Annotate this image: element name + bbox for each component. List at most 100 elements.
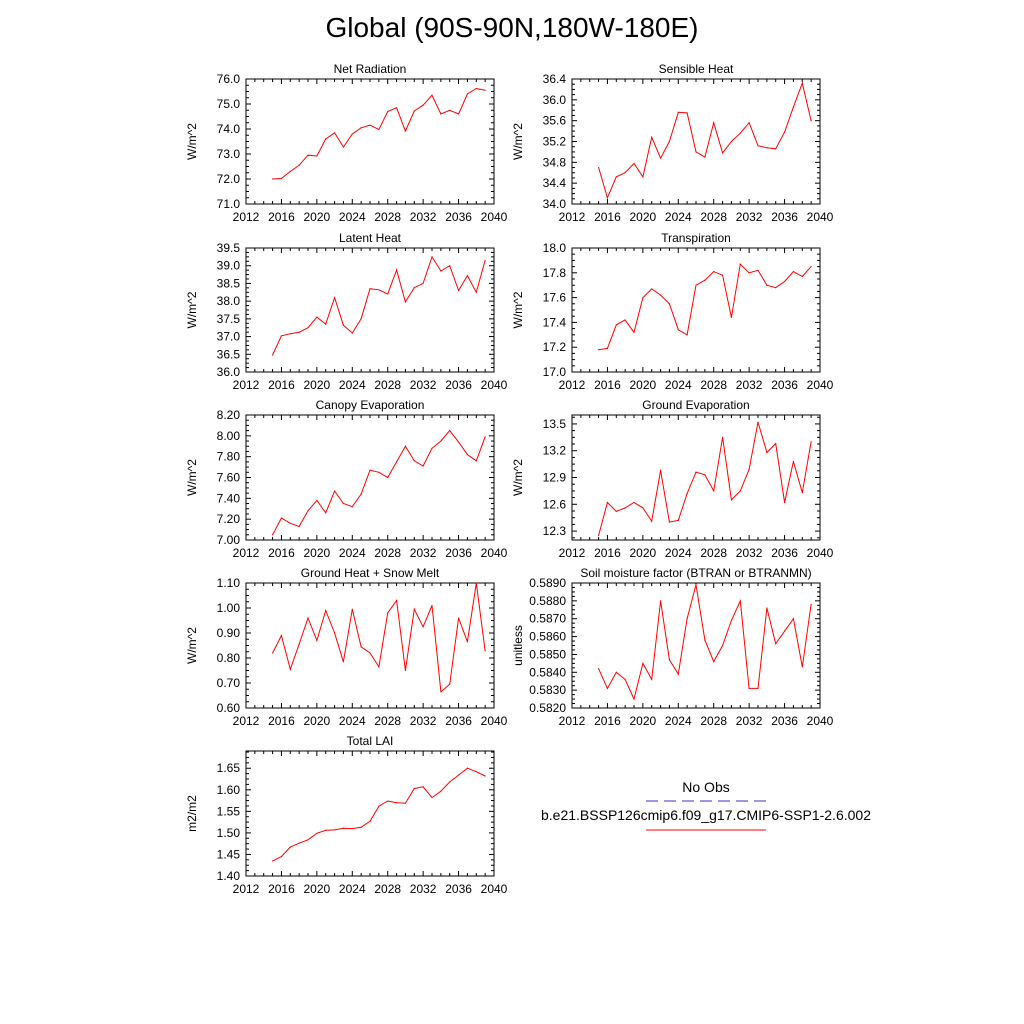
x-tick-label: 2016 xyxy=(594,378,621,392)
plot-frame xyxy=(245,582,495,709)
x-tick-label: 2024 xyxy=(339,546,366,560)
data-point xyxy=(342,146,345,148)
data-point xyxy=(695,471,697,473)
data-point xyxy=(457,113,460,115)
data-point xyxy=(466,275,469,277)
data-point xyxy=(369,288,371,290)
x-tick-label: 2012 xyxy=(233,378,260,392)
data-point xyxy=(387,293,389,295)
x-tick-label: 2040 xyxy=(481,882,508,896)
data-point xyxy=(333,829,336,831)
data-point xyxy=(395,599,398,602)
data-point xyxy=(298,525,300,528)
data-point xyxy=(757,421,759,423)
data-point xyxy=(642,297,644,299)
x-tick-label: 2020 xyxy=(630,210,657,224)
data-point xyxy=(395,107,398,109)
data-point xyxy=(633,501,635,504)
x-tick-label: 2032 xyxy=(410,378,437,392)
x-tick-label: 2024 xyxy=(339,378,366,392)
y-tick-label: 0.5860 xyxy=(529,630,566,644)
x-tick-label: 2012 xyxy=(559,546,586,560)
x-tick-label: 2036 xyxy=(771,378,798,392)
data-point xyxy=(351,506,353,508)
y-tick-label: 17.6 xyxy=(543,291,567,305)
data-point xyxy=(748,468,750,471)
x-tick-label: 2040 xyxy=(807,714,834,728)
data-point xyxy=(360,493,362,495)
y-tick-label: 1.40 xyxy=(217,869,241,883)
data-point xyxy=(597,166,600,169)
x-tick-label: 2036 xyxy=(771,210,798,224)
data-point xyxy=(484,649,486,652)
data-point xyxy=(766,607,768,609)
data-point xyxy=(615,671,617,673)
data-point xyxy=(713,490,715,492)
x-tick-label: 2040 xyxy=(481,210,508,224)
data-point xyxy=(360,318,362,320)
data-point xyxy=(668,140,671,143)
panel-2: Sensible Heat W/m^2 2012 2016 2020 2024 2028 20… xyxy=(511,62,834,224)
data-point xyxy=(783,280,786,283)
panel-8: Soil moisture factor (BTRAN or BTRANMN) u… xyxy=(511,566,834,728)
data-point xyxy=(475,460,477,462)
data-point xyxy=(457,617,460,619)
data-point xyxy=(624,678,626,681)
x-tick-label: 2024 xyxy=(665,546,692,560)
data-point xyxy=(404,802,407,804)
data-point xyxy=(730,499,733,501)
series-line xyxy=(598,584,812,701)
data-point xyxy=(775,148,777,150)
x-tick-label: 2028 xyxy=(700,378,727,392)
data-point xyxy=(280,177,283,180)
data-point xyxy=(307,327,309,329)
data-point xyxy=(704,156,706,158)
y-tick-label: 0.5870 xyxy=(529,612,566,626)
data-point xyxy=(413,787,415,790)
data-point xyxy=(686,618,688,620)
data-point xyxy=(704,474,706,476)
plot-frame xyxy=(571,414,821,541)
y-tick-label: 0.80 xyxy=(217,651,241,665)
panel-title: Latent Heat xyxy=(339,231,402,245)
data-point xyxy=(413,110,415,112)
data-point xyxy=(289,170,291,173)
x-tick-label: 2012 xyxy=(233,546,260,560)
data-point xyxy=(387,612,389,614)
data-point xyxy=(597,668,600,670)
data-point xyxy=(413,287,415,289)
x-tick-label: 2016 xyxy=(594,714,621,728)
data-point xyxy=(721,274,724,276)
data-point xyxy=(271,178,274,180)
data-point xyxy=(695,151,697,153)
data-point xyxy=(606,501,609,504)
data-point xyxy=(271,860,274,862)
data-point xyxy=(810,120,812,122)
data-point xyxy=(466,93,469,95)
plot-frame xyxy=(571,78,821,205)
series-line xyxy=(272,87,486,180)
data-point xyxy=(431,604,433,607)
data-point xyxy=(422,786,424,788)
data-point xyxy=(695,284,697,286)
data-point xyxy=(449,430,451,432)
x-tick-label: 2036 xyxy=(445,546,472,560)
x-tick-label: 2012 xyxy=(559,378,586,392)
x-tick-label: 2036 xyxy=(771,546,798,560)
data-point xyxy=(316,832,318,834)
y-tick-label: 39.5 xyxy=(217,241,241,255)
data-point xyxy=(404,130,407,132)
x-tick-label: 2024 xyxy=(665,210,692,224)
x-tick-label: 2028 xyxy=(374,882,401,896)
y-tick-label: 8.00 xyxy=(217,429,241,443)
data-point xyxy=(316,499,318,502)
chart-panels: Net Radiation W/m^2 2012 2016 2020 2024 2028 20… xyxy=(185,62,834,896)
panel-title: Ground Heat + Snow Melt xyxy=(301,566,440,580)
data-point xyxy=(440,691,442,693)
x-tick-label: 2020 xyxy=(630,714,657,728)
panel-5: Canopy Evaporation W/m^2 2012 2016 2020 2024 2… xyxy=(185,398,508,560)
data-point xyxy=(466,453,469,456)
data-point xyxy=(351,608,353,610)
data-point xyxy=(801,492,803,494)
x-tick-label: 2016 xyxy=(268,882,295,896)
